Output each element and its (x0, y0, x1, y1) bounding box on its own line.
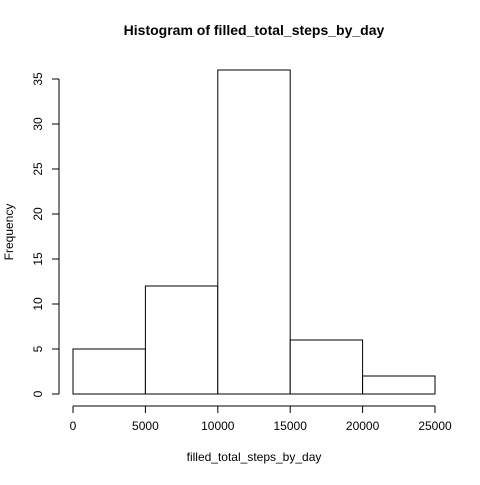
histogram-bars (72, 69, 436, 395)
x-tick-label: 10000 (201, 419, 235, 433)
y-tick-label: 35 (31, 72, 45, 86)
y-tick-label: 5 (31, 345, 45, 352)
y-tick-label: 0 (31, 390, 45, 397)
histogram-bar-4 (362, 375, 436, 395)
y-tick-label: 10 (31, 297, 45, 311)
x-tick-label: 0 (70, 419, 77, 433)
x-tick-label: 20000 (346, 419, 380, 433)
y-axis-label: Frequency (2, 204, 16, 261)
x-tick-label: 15000 (274, 419, 308, 433)
chart-title: Histogram of filled_total_steps_by_day (124, 22, 385, 38)
x-axis-label: filled_total_steps_by_day (187, 450, 322, 464)
histogram-bar-1 (144, 285, 219, 395)
y-axis: 0 5 10 15 20 25 30 35 (31, 72, 60, 397)
x-tick-label: 5000 (132, 419, 159, 433)
y-tick-label: 25 (31, 162, 45, 176)
histogram-bar-0 (72, 348, 146, 395)
y-tick-label: 30 (31, 117, 45, 131)
y-tick-label: 20 (31, 207, 45, 221)
x-axis: 0 5000 10000 15000 20000 25000 (70, 405, 452, 433)
histogram-bar-3 (289, 339, 364, 395)
x-tick-label: 25000 (418, 419, 452, 433)
y-tick-label: 15 (31, 252, 45, 266)
histogram-bar-2 (217, 69, 291, 395)
